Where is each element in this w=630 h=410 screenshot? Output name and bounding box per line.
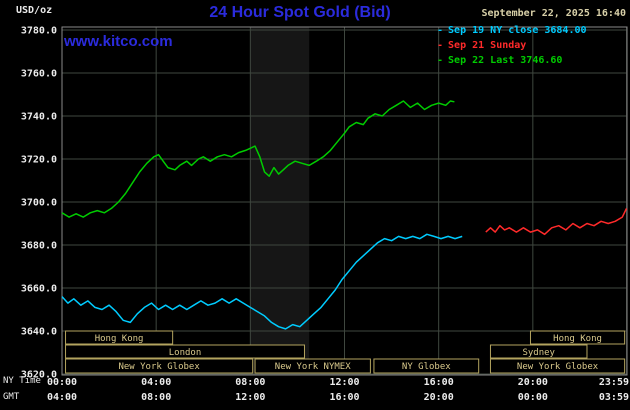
session-label: New York NYMEX — [275, 362, 351, 372]
legend-label: Sep 21 Sunday — [448, 40, 527, 51]
legend-item-sep21-sunday: - Sep 21 Sunday — [437, 38, 587, 53]
legend-label: Sep 22 Last 3746.60 — [448, 55, 563, 66]
x-tick-label-ny: 12:00 — [329, 377, 359, 388]
session-shade-band — [250, 27, 310, 375]
session-label: NY Globex — [402, 362, 451, 372]
y-tick-label: 3740.0 — [21, 112, 57, 123]
session-label: Hong Kong — [95, 334, 144, 344]
x-tick-label-gmt: 00:00 — [518, 392, 548, 403]
y-tick-label: 3780.0 — [21, 26, 57, 37]
session-box — [529, 330, 626, 345]
legend-item-sep19-close: - Sep 19 NY close 3684.00 — [437, 23, 587, 38]
session-label: New York Globex — [517, 362, 599, 372]
y-tick-label: 3760.0 — [21, 69, 57, 80]
x-tick-label-ny: 23:59 — [599, 377, 629, 388]
x-tick-label-gmt: 20:00 — [424, 392, 454, 403]
series-line-sep-22-last — [61, 100, 455, 218]
chart-title: 24 Hour Spot Gold (Bid) — [209, 4, 391, 21]
session-box — [373, 358, 480, 374]
x-axis-gmt-label: GMT — [3, 392, 20, 402]
x-tick-label-gmt: 16:00 — [329, 392, 359, 403]
x-tick-label-ny: 16:00 — [424, 377, 454, 388]
y-tick-label: 3680.0 — [21, 241, 57, 252]
legend-marker-cyan: - — [437, 25, 444, 36]
x-tick-label-ny: 04:00 — [141, 377, 171, 388]
y-tick-label: 3700.0 — [21, 198, 57, 209]
x-tick-label-gmt: 08:00 — [141, 392, 171, 403]
plot-border — [61, 26, 628, 376]
session-box — [65, 344, 305, 359]
session-box — [65, 358, 254, 374]
legend: - Sep 19 NY close 3684.00 - Sep 21 Sunday … — [437, 23, 587, 68]
x-tick-label-gmt: 12:00 — [235, 392, 265, 403]
x-tick-label-ny: 20:00 — [518, 377, 548, 388]
session-box — [489, 358, 626, 374]
legend-marker-red: - — [437, 40, 444, 51]
legend-marker-green: - — [437, 55, 444, 66]
session-box — [65, 330, 174, 345]
session-label: London — [169, 348, 202, 358]
y-axis-unit-label: USD/oz — [16, 5, 53, 16]
datetime-stamp: September 22, 2025 16:40 — [481, 8, 627, 19]
y-tick-label: 3720.0 — [21, 155, 57, 166]
session-label: Hong Kong — [553, 334, 602, 344]
y-tick-label: 3640.0 — [21, 327, 57, 338]
session-box — [489, 344, 588, 359]
legend-item-sep22-last: - Sep 22 Last 3746.60 — [437, 53, 587, 68]
session-label: New York Globex — [118, 362, 200, 372]
series-line-sep-19-ny-close — [61, 233, 463, 330]
x-tick-label-ny: 00:00 — [47, 377, 77, 388]
y-tick-label: 3620.0 — [21, 370, 57, 381]
x-tick-label-gmt: 04:00 — [47, 392, 77, 403]
kitco-watermark-link[interactable]: www.kitco.com — [64, 33, 173, 50]
x-tick-label-ny: 08:00 — [235, 377, 265, 388]
series-line-sep-21-sunday — [485, 208, 628, 236]
legend-label: Sep 19 NY close 3684.00 — [448, 25, 587, 36]
session-label: Sydney — [522, 348, 555, 358]
x-tick-label-gmt: 03:59 — [599, 392, 629, 403]
y-tick-label: 3660.0 — [21, 284, 57, 295]
x-axis-ny-time-label: NY Time — [3, 376, 41, 386]
session-box — [254, 358, 371, 374]
